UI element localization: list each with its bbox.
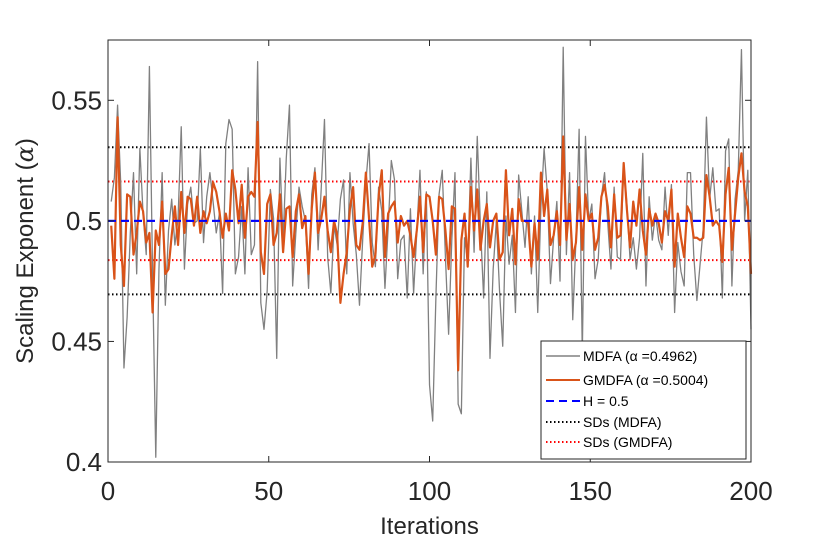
x-tick-label: 0 xyxy=(101,476,115,506)
legend: MDFA (α =0.4962) GMDFA (α =0.5004) H = 0… xyxy=(540,340,747,460)
x-tick-label: 200 xyxy=(729,476,772,506)
y-tick-label: 0.5 xyxy=(66,206,102,236)
x-tick-label: 150 xyxy=(569,476,612,506)
legend-label-mdfa: MDFA (α =0.4962) xyxy=(583,348,697,364)
series-line-gmdfa xyxy=(110,116,753,372)
ticks: 0 50 100 150 200 0.4 0.45 0.5 0.55 xyxy=(51,40,773,506)
legend-label-gmdfa: GMDFA (α =0.5004) xyxy=(583,372,708,388)
y-axis-label: Scaling Exponent (α) xyxy=(11,138,39,364)
series-line-mdfa xyxy=(110,46,752,458)
y-tick-label: 0.45 xyxy=(51,326,102,356)
legend-label-h: H = 0.5 xyxy=(583,393,629,409)
x-axis-label: Iterations xyxy=(380,513,479,540)
series-layer xyxy=(108,46,753,458)
x-tick-label: 50 xyxy=(254,476,283,506)
y-axis-label-suffix: ) xyxy=(12,138,39,146)
x-tick-label: 100 xyxy=(408,476,451,506)
y-axis-label-prefix: Scaling Exponent ( xyxy=(12,162,39,363)
y-axis-label-alpha: α xyxy=(11,146,39,162)
y-tick-label: 0.55 xyxy=(51,85,102,115)
legend-label-sd-gmdfa: SDs (GMDFA) xyxy=(583,434,672,450)
y-tick-label: 0.4 xyxy=(66,447,102,477)
legend-label-sd-mdfa: SDs (MDFA) xyxy=(583,414,662,430)
